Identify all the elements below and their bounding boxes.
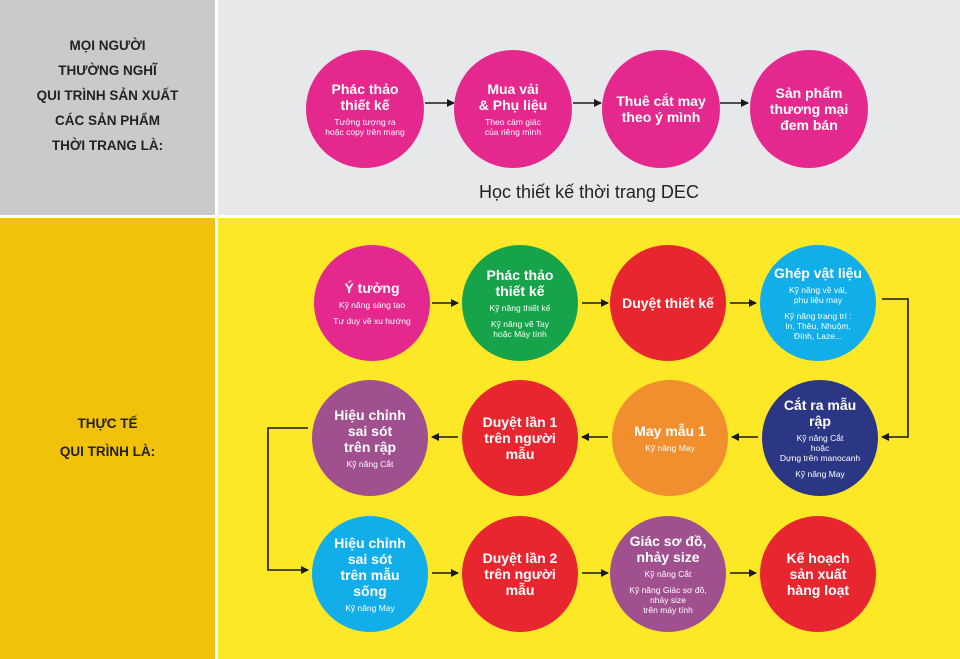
node-subtitle: Theo cảm giác của riêng mình (484, 117, 542, 137)
arrow-group (267, 99, 909, 577)
node-approve-1-model: Duyệt lần 1 trên người mẫu (462, 380, 578, 496)
node-subtitle-2: Kỹ năng Giác sơ đồ, nhảy size trên máy t… (629, 585, 707, 615)
node-title: Hiệu chỉnh sai sót trên rập (334, 407, 406, 455)
node-title: Giác sơ đồ, nhảy size (629, 533, 707, 565)
node-subtitle: Kỹ năng Cắt hoặc Dựng trên manocanh (779, 433, 861, 463)
label-line: THỰC TẾ (77, 416, 138, 431)
arrow (267, 427, 309, 574)
node-subtitle: Kỹ năng May (645, 443, 695, 453)
node-subtitle-2: Kỹ năng May (795, 469, 845, 479)
node-mass-production-plan: Kế hoạch sản xuất hàng loạt (760, 516, 876, 632)
node-subtitle-2: Kỹ năng vẽ Tay hoặc Máy tính (491, 319, 549, 339)
label-line: QUI TRÌNH LÀ: (59, 444, 156, 459)
node-sew-sample-1: May mẫu 1 Kỹ năng May (612, 380, 728, 496)
node-title: Hiệu chỉnh sai sót trên mẫu sống (334, 535, 406, 599)
node-title: Mua vải & Phụ liệu (478, 81, 548, 113)
node-idea: Ý tưởng Kỹ năng sáng tạo Tư duy về xu hư… (314, 245, 430, 361)
node-marker-grading: Giác sơ đồ, nhảy size Kỹ năng Cắt Kỹ năn… (610, 516, 726, 632)
label-line: CÁC SẢN PHẨM (54, 113, 160, 128)
node-cut-pattern: Cắt ra mẫu rập Kỹ năng Cắt hoặc Dựng trê… (762, 380, 878, 496)
top-node-buy-fabric: Mua vải & Phụ liệu Theo cảm giác của riê… (454, 50, 572, 168)
watermark-text: Học thiết kế thời trang DEC (479, 182, 699, 202)
top-left-panel: MỌI NGƯỜI THƯỜNG NGHĨ QUI TRÌNH SẢN XUẤT… (0, 0, 215, 215)
node-title: Duyệt lần 1 trên người mẫu (482, 414, 558, 462)
node-fix-live-sample: Hiệu chỉnh sai sót trên mẫu sống Kỹ năng… (312, 516, 428, 632)
node-combine-materials: Ghép vật liệu Kỹ năng về vải, phụ liệu m… (760, 245, 876, 361)
node-fix-pattern: Hiệu chỉnh sai sót trên rập Kỹ năng Cắt (312, 380, 428, 496)
node-subtitle: Kỹ năng thiết kế (489, 303, 551, 313)
top-side-label: MỌI NGƯỜI THƯỜNG NGHĨ QUI TRÌNH SẢN XUẤT… (0, 33, 215, 158)
node-subtitle: Kỹ năng Cắt (644, 569, 692, 579)
node-title: Ý tưởng (344, 280, 400, 296)
top-node-hire-tailor: Thuê cắt may theo ý mình (602, 50, 720, 168)
node-title: Thuê cắt may theo ý mình (616, 93, 706, 125)
node-title: Phác thảo thiết kế (486, 267, 554, 299)
bottom-side-label: THỰC TẾ QUI TRÌNH LÀ: (0, 410, 215, 466)
node-sketch-design: Phác thảo thiết kế Kỹ năng thiết kế Kỹ n… (462, 245, 578, 361)
node-title: Cắt ra mẫu rập (783, 397, 857, 429)
arrow (881, 298, 909, 441)
label-line: THƯỜNG NGHĨ (58, 63, 157, 78)
node-title: Kế hoạch sản xuất hàng loạt (786, 550, 850, 598)
label-line: MỌI NGƯỜI (69, 38, 146, 53)
node-subtitle-2: Tư duy về xu hướng (333, 316, 411, 326)
node-subtitle: Tưởng tượng ra hoặc copy trên mạng (325, 117, 405, 137)
node-subtitle: Kỹ năng Cắt (346, 459, 394, 469)
node-title: Duyệt lần 2 trên người mẫu (482, 550, 558, 598)
node-subtitle: Kỹ năng về vải, phụ liệu may (788, 285, 848, 305)
node-title: Phác thảo thiết kế (331, 81, 399, 113)
node-title: May mẫu 1 (634, 423, 706, 439)
node-subtitle: Kỹ năng sáng tạo (338, 300, 406, 310)
label-line: THỜI TRANG LÀ: (51, 138, 164, 153)
node-subtitle-2: Kỹ năng trang trí : In, Thêu, Nhuộm, Đín… (784, 311, 852, 341)
bottom-left-panel: THỰC TẾ QUI TRÌNH LÀ: (0, 218, 215, 659)
node-approve-2-model: Duyệt lần 2 trên người mẫu (462, 516, 578, 632)
node-approve-design: Duyệt thiết kế (610, 245, 726, 361)
top-node-sketch-design: Phác thảo thiết kế Tưởng tượng ra hoặc c… (306, 50, 424, 168)
label-line: QUI TRÌNH SẢN XUẤT (36, 88, 179, 103)
node-title: Ghép vật liệu (774, 265, 862, 281)
node-subtitle: Kỹ năng May (345, 603, 395, 613)
node-title: Sản phẩm thương mại đem bán (769, 85, 849, 133)
node-title: Duyệt thiết kế (622, 295, 714, 311)
top-node-commercial-product: Sản phẩm thương mại đem bán (750, 50, 868, 168)
